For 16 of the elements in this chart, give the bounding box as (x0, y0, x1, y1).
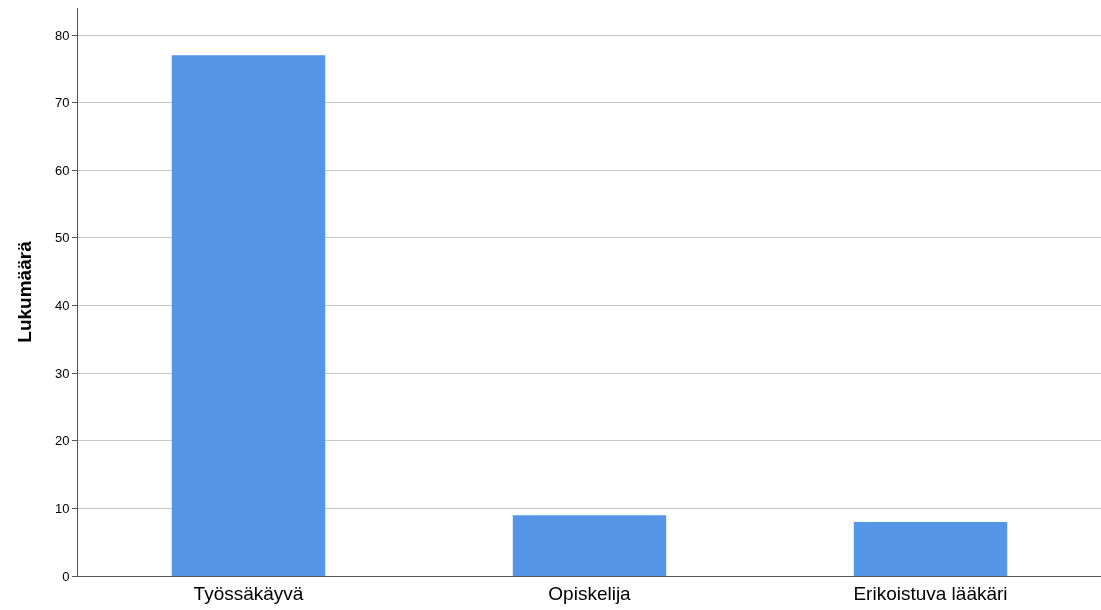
x-tick-label: Erikoistuva lääkäri (853, 582, 1008, 604)
y-tick-label: 40 (54, 298, 70, 314)
y-tick-label: 30 (54, 365, 70, 381)
y-tick-label: 0 (62, 568, 70, 584)
y-axis-title: Lukumäärä (13, 240, 35, 343)
x-tick-label: Työssäkäyvä (193, 582, 304, 604)
y-tick-label: 10 (54, 500, 70, 516)
y-tick-label: 80 (54, 27, 70, 43)
bar (853, 521, 1008, 576)
x-tick-label: Opiskelija (548, 582, 632, 604)
bar (512, 515, 667, 576)
y-tick-label: 20 (54, 433, 70, 449)
y-tick-label: 60 (54, 162, 70, 178)
bar (171, 55, 326, 576)
y-tick-label: 50 (54, 230, 70, 246)
y-tick-label: 70 (54, 95, 70, 111)
